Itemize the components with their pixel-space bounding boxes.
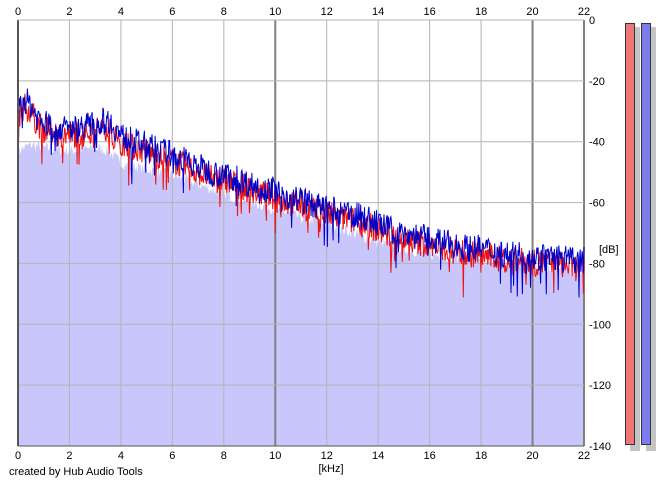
axes bbox=[17, 19, 584, 447]
y-tick-label: -140 bbox=[589, 441, 611, 453]
x-tick-label-top: 2 bbox=[66, 6, 72, 18]
x-tick-label-top: 22 bbox=[578, 6, 590, 18]
spectrum-fill bbox=[18, 141, 584, 446]
x-axis-label: [kHz] bbox=[318, 463, 343, 475]
x-tick-label-bottom: 0 bbox=[15, 450, 21, 462]
x-tick-labels-bottom: 0 2 4 6 8 10 12 14 16 18 20 22 bbox=[15, 450, 590, 462]
x-tick-label-bottom: 18 bbox=[475, 450, 487, 462]
x-tick-label-top: 10 bbox=[269, 6, 281, 18]
x-tick-label-top: 4 bbox=[118, 6, 124, 18]
x-tick-label-top: 14 bbox=[372, 6, 384, 18]
series-right-channel bbox=[17, 88, 585, 298]
y-tick-label: -80 bbox=[589, 258, 605, 270]
x-tick-label-bottom: 12 bbox=[321, 450, 333, 462]
x-tick-label-bottom: 10 bbox=[269, 450, 281, 462]
x-tick-label-bottom: 22 bbox=[578, 450, 590, 462]
x-tick-label-top: 0 bbox=[15, 6, 21, 18]
spectrum-area bbox=[18, 141, 584, 446]
x-tick-label-bottom: 14 bbox=[372, 450, 384, 462]
left-meter-shadow bbox=[630, 27, 640, 451]
y-tick-labels: 0 -20 -40 -60 -80 -100 -120 -140 bbox=[589, 15, 611, 453]
y-tick-label: -40 bbox=[589, 137, 605, 149]
y-axis-label: [dB] bbox=[599, 244, 619, 256]
y-tick-label: -20 bbox=[589, 76, 605, 88]
x-tick-label-bottom: 6 bbox=[169, 450, 175, 462]
x-tick-label-bottom: 2 bbox=[66, 450, 72, 462]
series-lines bbox=[17, 88, 585, 298]
credit-text: created by Hub Audio Tools bbox=[9, 466, 143, 478]
x-tick-labels-top: 0 2 4 6 8 10 12 14 16 18 20 22 bbox=[15, 6, 590, 18]
x-tick-label-bottom: 16 bbox=[424, 450, 436, 462]
x-tick-label-top: 12 bbox=[321, 6, 333, 18]
x-tick-label-top: 6 bbox=[169, 6, 175, 18]
x-tick-label-bottom: 20 bbox=[526, 450, 538, 462]
y-tick-label: -120 bbox=[589, 380, 611, 392]
x-tick-label-bottom: 8 bbox=[221, 450, 227, 462]
x-tick-label-top: 8 bbox=[221, 6, 227, 18]
x-tick-label-top: 18 bbox=[475, 6, 487, 18]
x-tick-label-top: 20 bbox=[526, 6, 538, 18]
x-tick-label-bottom: 4 bbox=[118, 450, 124, 462]
right-channel-meter bbox=[641, 23, 651, 445]
right-meter-shadow bbox=[646, 27, 656, 451]
y-tick-label: -100 bbox=[589, 319, 611, 331]
left-channel-meter bbox=[625, 23, 635, 445]
y-tick-label: -60 bbox=[589, 198, 605, 210]
x-tick-label-top: 16 bbox=[424, 6, 436, 18]
y-tick-label: 0 bbox=[589, 15, 595, 27]
